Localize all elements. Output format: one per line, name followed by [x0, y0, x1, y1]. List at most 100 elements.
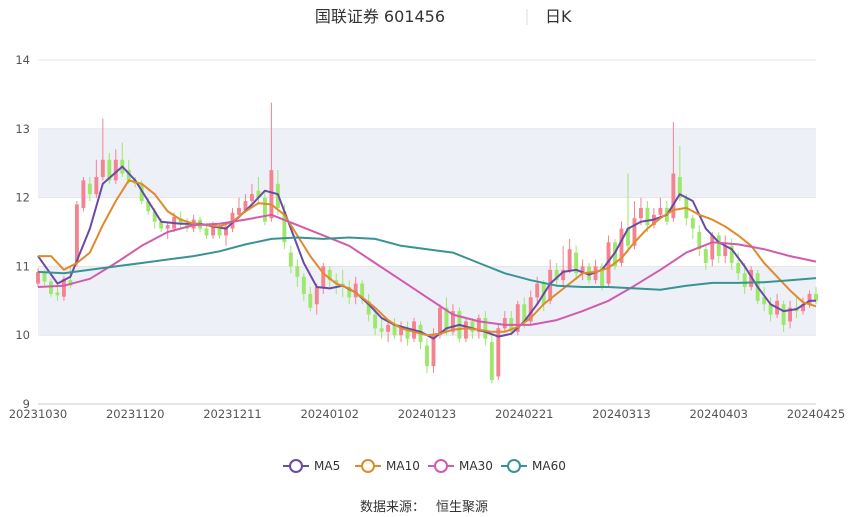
- candle: [677, 146, 682, 202]
- candle-body: [81, 180, 86, 208]
- legend-item-ma10[interactable]: MA10: [355, 459, 420, 473]
- candle: [690, 214, 695, 239]
- candle: [399, 321, 404, 343]
- candle-body: [308, 293, 313, 308]
- candle: [360, 280, 365, 305]
- candle-body: [262, 197, 267, 222]
- candle-body: [626, 228, 630, 246]
- candle: [379, 318, 384, 339]
- candle: [49, 278, 53, 297]
- candle-body: [204, 228, 209, 236]
- candle: [425, 338, 429, 374]
- candle: [321, 262, 326, 294]
- candle: [768, 297, 773, 322]
- candle-body: [178, 218, 183, 224]
- candle-body: [211, 226, 215, 236]
- candle: [74, 201, 79, 267]
- candle: [237, 197, 241, 219]
- candle-body: [431, 335, 436, 367]
- source-value: 恒生聚源: [436, 500, 488, 515]
- x-tick-label: 20240102: [300, 407, 359, 421]
- x-tick-label: 20231211: [203, 407, 262, 421]
- series-line-ma10: [38, 179, 817, 337]
- legend-marker: [361, 459, 375, 473]
- candle-body: [677, 176, 682, 198]
- candle: [81, 176, 86, 212]
- candle: [87, 176, 92, 202]
- y-tick-label: 9: [23, 397, 30, 411]
- candle-body: [807, 293, 812, 305]
- legend-item-ma60[interactable]: MA60: [501, 459, 566, 473]
- candle-body: [444, 307, 449, 332]
- legend-marker: [507, 459, 521, 473]
- candle: [269, 102, 274, 222]
- candle-body: [321, 266, 326, 288]
- candle-body: [55, 292, 60, 296]
- candle-body: [165, 225, 170, 229]
- candle: [165, 221, 170, 239]
- candle-body: [567, 249, 572, 270]
- legend-item-ma30[interactable]: MA30: [428, 459, 493, 473]
- candle: [36, 268, 40, 288]
- candle-body: [334, 280, 339, 284]
- candle: [250, 183, 254, 205]
- candle-body: [716, 235, 721, 257]
- candle-body: [386, 324, 391, 332]
- candle-body: [502, 318, 507, 329]
- candle-body: [49, 281, 53, 294]
- candle-body: [373, 314, 378, 329]
- candle: [580, 259, 585, 281]
- candle: [100, 118, 105, 181]
- series-line-ma60: [37, 236, 817, 291]
- plot-band: [38, 128, 816, 336]
- candle-body: [405, 328, 410, 339]
- candle-body: [295, 266, 300, 277]
- candle: [204, 223, 209, 239]
- candle: [567, 238, 572, 274]
- candle: [489, 335, 494, 384]
- candle-body: [613, 242, 617, 267]
- candle-body: [237, 207, 241, 215]
- legend-label: MA60: [532, 459, 566, 473]
- candle: [308, 287, 313, 312]
- legend-marker: [434, 459, 448, 473]
- candle: [386, 321, 391, 343]
- candle-body: [146, 201, 151, 212]
- candle-body: [671, 173, 676, 219]
- candle-body: [619, 228, 624, 263]
- candle-body: [353, 283, 358, 298]
- candle-body: [606, 242, 611, 284]
- candle: [405, 321, 410, 346]
- x-tick-label: 20240403: [689, 407, 748, 421]
- candle: [574, 245, 579, 281]
- candle-body: [217, 228, 222, 236]
- candle-body: [496, 328, 501, 377]
- candle-body: [528, 297, 533, 322]
- x-axis: 20231030 20231120 20231211 20240102 20240123…: [9, 403, 845, 421]
- candle: [431, 328, 436, 374]
- candle: [613, 238, 617, 270]
- source-label: 数据来源：: [360, 500, 425, 515]
- candle-body: [522, 304, 527, 322]
- candle: [476, 314, 481, 339]
- candle: [262, 190, 267, 226]
- candle-body: [729, 245, 734, 263]
- series-line-ma30: [37, 213, 817, 326]
- candle-body: [68, 280, 73, 286]
- legend-label: MA30: [459, 459, 493, 473]
- candle-body: [580, 266, 585, 274]
- candle-body: [639, 207, 643, 219]
- candle-body: [399, 328, 404, 336]
- candle-body: [94, 176, 99, 195]
- candle: [781, 300, 786, 332]
- candle: [658, 197, 663, 219]
- candle-body: [288, 252, 293, 267]
- candle-body: [697, 232, 702, 250]
- candle-body: [703, 249, 708, 263]
- candle-body: [224, 226, 228, 236]
- candle-body: [301, 276, 306, 294]
- candle: [256, 176, 261, 205]
- candle: [418, 321, 423, 349]
- candle-body: [282, 211, 287, 243]
- legend-item-ma5[interactable]: MA5: [283, 459, 340, 473]
